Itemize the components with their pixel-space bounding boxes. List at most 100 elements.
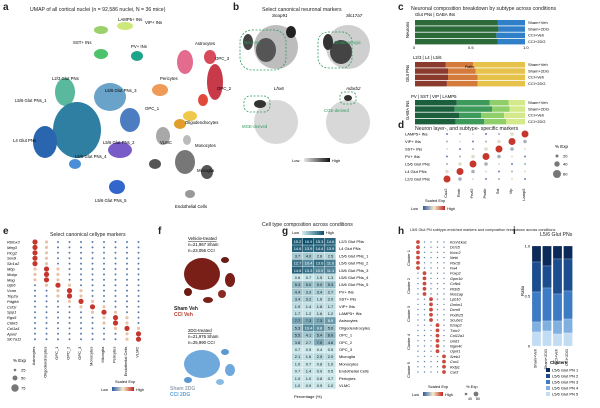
e-dot <box>126 305 128 308</box>
h-dot <box>417 272 419 274</box>
d-row-label: L5/6 Glut PNs <box>405 162 430 167</box>
h-gene-label: Txhr2 <box>450 329 461 333</box>
e-dot <box>137 251 140 254</box>
panel-g-letter: g <box>282 226 289 237</box>
g-cell-value: 0.8 <box>317 376 322 381</box>
e-dot <box>45 332 48 335</box>
c-bar-segment <box>415 32 497 39</box>
e-dot <box>113 326 118 330</box>
c-bar-segment <box>415 118 456 125</box>
h-dot <box>443 262 445 264</box>
g-cell-value: 4.6 <box>328 340 333 345</box>
g-cell-value: 1.0 <box>306 376 312 381</box>
i-legend-title: Clusters <box>550 360 568 365</box>
e-dot <box>80 284 82 287</box>
h-dot <box>422 292 427 296</box>
g-cell-value: 2.5 <box>328 253 333 258</box>
e-dot <box>57 338 59 341</box>
h-dot <box>423 314 426 316</box>
e-dot <box>91 327 94 330</box>
umap-label-vip: VIP+ INs <box>145 20 162 25</box>
e-row-labels: Rbfox3Meg3Plcg2Sox9Slc1a2MbpMobpMagGjb6V… <box>6 240 21 342</box>
e-dot <box>80 311 82 314</box>
g-cell-value: 2.5 <box>317 354 322 359</box>
h-dot <box>436 256 439 259</box>
e-dot <box>103 278 105 281</box>
e-dot <box>57 305 59 308</box>
e-dot <box>114 300 117 303</box>
e-dot <box>91 278 94 281</box>
e-dot <box>80 268 82 270</box>
e-dot <box>103 241 105 243</box>
i-condition-label: Sham+Veh <box>533 349 538 368</box>
g-cell-value: 9.8 <box>317 325 322 330</box>
g-cell <box>292 338 303 346</box>
h-gene-label: Ptdn5 <box>450 287 461 291</box>
h-dot <box>430 241 432 243</box>
d-dot <box>443 175 451 183</box>
e-dot <box>57 311 59 314</box>
c-bar-segment <box>484 118 507 125</box>
g-row-label: L4 Glut PNs <box>339 246 361 251</box>
g-cell <box>325 252 336 260</box>
e-dot <box>56 294 60 298</box>
e-dot <box>45 289 48 292</box>
c-bar-segment <box>415 20 498 26</box>
h-dot <box>423 303 426 306</box>
h-dot <box>430 288 432 290</box>
h-gene-label: Sreb1 <box>450 355 460 359</box>
d-row-label: L4 Glut PNs <box>405 169 427 174</box>
g-cell-value: 13.6 <box>316 261 324 266</box>
g-cell <box>314 274 325 281</box>
g-cell-value: 8.9 <box>328 318 333 323</box>
e-gene-label: Apod <box>6 331 17 336</box>
e-dot <box>102 305 106 309</box>
i-legend-label: L5/6 Glut PN 4 <box>552 386 579 391</box>
e-dot <box>68 273 71 276</box>
c-legend-row3: PV | SST | VIP | LAMP5 <box>411 94 457 99</box>
h-dot <box>436 241 439 243</box>
e-dot <box>68 338 71 341</box>
e-color-title: Scaled Exp <box>115 379 136 384</box>
d-dot <box>446 140 448 143</box>
g-cell <box>303 331 314 339</box>
g-cell-value: 1.6 <box>317 297 322 302</box>
g-cell <box>314 324 325 332</box>
g-cell-value: 0.5 <box>328 369 333 374</box>
f-label-cci-2dg: CCI 2DG <box>170 392 190 398</box>
g-cell-value: 0.9 <box>317 383 322 388</box>
e-gene-label: Mag <box>7 277 16 282</box>
e-dot <box>114 305 117 308</box>
e-dot <box>114 289 117 292</box>
h-dot <box>436 366 439 368</box>
d-dot <box>459 133 461 135</box>
e-dot <box>56 278 60 282</box>
d-dot <box>458 162 462 166</box>
c-bar-segment <box>415 38 498 45</box>
g-row-label: LAMP5+ INs <box>339 311 362 316</box>
umap-label-vlmc: VLMC <box>160 140 172 145</box>
g-cell <box>325 331 336 339</box>
d-dot <box>511 178 513 180</box>
c-condition-label: Sham+Veh <box>528 100 548 105</box>
g-cell <box>314 317 325 324</box>
e-dot <box>135 336 142 342</box>
e-dot <box>68 316 71 319</box>
h-dot <box>430 267 432 269</box>
e-dot <box>114 284 117 287</box>
i-legend-label: L5/6 Glut PN 1 <box>552 368 579 373</box>
e-dot <box>43 266 50 272</box>
e-dot <box>34 284 36 287</box>
e-dot <box>34 322 36 324</box>
g-cell <box>303 324 314 332</box>
e-dot <box>91 332 94 335</box>
h-dot <box>443 293 445 295</box>
i-condition-label: Sham+2DG <box>543 349 548 369</box>
d-dot <box>511 163 513 165</box>
g-cell-value: 0.5 <box>306 347 311 352</box>
e-dot <box>126 268 128 270</box>
g-cell <box>325 346 336 353</box>
d-dot <box>524 163 526 165</box>
e-dot <box>126 251 128 254</box>
e-dot <box>80 316 82 319</box>
